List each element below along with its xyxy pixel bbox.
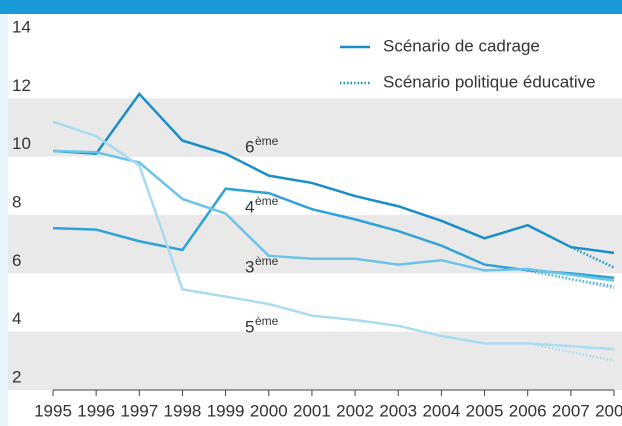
x-tick-label: 2002 [336, 401, 374, 420]
x-tick-label: 2000 [250, 401, 288, 420]
x-tick-label: 2003 [379, 401, 417, 420]
y-tick-label: 10 [12, 134, 31, 153]
line-solid [52, 120, 615, 351]
x-tick-label: 1998 [164, 401, 202, 420]
x-tick-label: 2008 [595, 401, 622, 420]
x-tick-label: 2006 [509, 401, 547, 420]
series-label-sup: ème [255, 194, 279, 208]
legend-label: Scénario politique éducative [383, 72, 596, 91]
series-label-sup: ème [255, 314, 279, 328]
series-label: 3 [245, 257, 254, 276]
y-tick-label: 14 [12, 17, 31, 36]
line-dotted [527, 267, 615, 290]
top-bar [0, 0, 622, 14]
line-solid [52, 91, 615, 255]
grid-band [8, 215, 622, 274]
line-solid [52, 149, 615, 282]
x-tick-label: 2001 [293, 401, 331, 420]
series-label: 5 [245, 317, 254, 336]
x-tick-label: 1999 [207, 401, 245, 420]
x-tick-label: 2005 [466, 401, 504, 420]
line-dotted [527, 342, 615, 363]
y-tick-label: 2 [12, 367, 21, 386]
series-label-sup: ème [255, 254, 279, 268]
y-tick-label: 4 [12, 309, 21, 328]
y-tick-label: 8 [12, 192, 21, 211]
grid-band [8, 331, 622, 390]
series-label: 4 [245, 197, 254, 216]
legend-label: Scénario de cadrage [383, 36, 540, 55]
y-tick-label: 12 [12, 76, 31, 95]
x-tick-label: 2004 [422, 401, 460, 420]
x-tick-label: 1996 [77, 401, 115, 420]
x-tick-label: 1995 [34, 401, 72, 420]
line-dotted [570, 245, 615, 269]
y-tick-label: 6 [12, 251, 21, 270]
series-label-sup: ème [255, 134, 279, 148]
x-tick-label: 2007 [552, 401, 590, 420]
x-tick-label: 1997 [120, 401, 158, 420]
series-label: 6 [245, 137, 254, 156]
